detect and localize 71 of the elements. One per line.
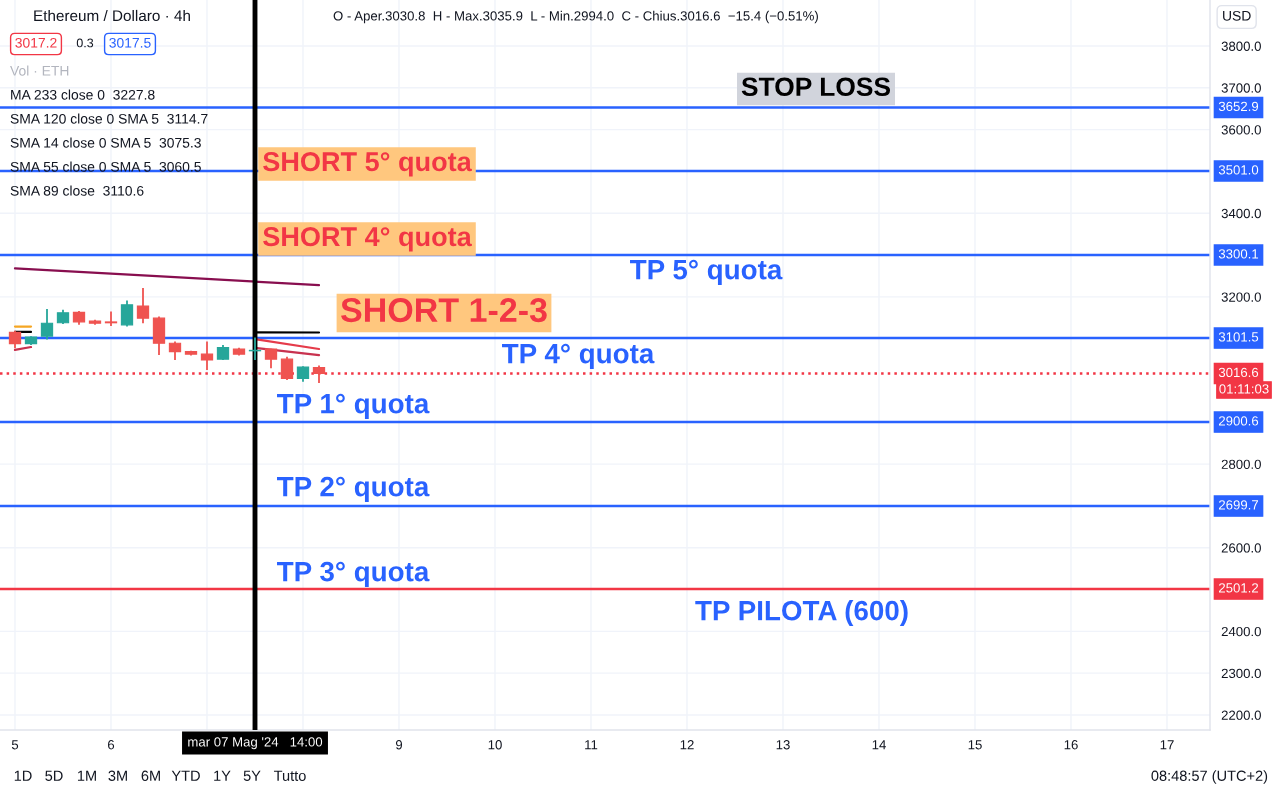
x-tick-label: 13 <box>776 740 790 750</box>
text: O - Aper.3030.8 H - Max.3035.9 L - Min.2994.0 C - Chius.3016.6 −15.4 (−0.51%) <box>333 10 818 24</box>
annotation: 0.3 <box>76 38 94 48</box>
ref-line-label: mar 07 Mag '24 14:00 <box>188 737 323 750</box>
candlestick <box>168 340 182 361</box>
annotation: TP 5° quota <box>630 259 783 285</box>
ref-line-label: 3016.6 <box>1218 367 1259 378</box>
y-tick-label: 3200.0 <box>1221 292 1261 302</box>
ref-line-label: 3101.5 <box>1218 332 1259 342</box>
candlestick <box>264 347 278 370</box>
ref-line-label: 2501.2 <box>1219 583 1259 593</box>
x-tick-label: 10 <box>488 740 502 750</box>
annotation: TP PILOTA (600) <box>695 600 908 626</box>
x-tick-label: 16 <box>1064 740 1078 750</box>
annotation: TP 3° quota <box>277 561 430 587</box>
ref-line-label: 3652.9 <box>1218 101 1259 112</box>
text: 5Y <box>243 770 261 781</box>
x-tick-label: 17 <box>1160 740 1174 750</box>
ref-line-label: 3300.1 <box>1218 249 1259 259</box>
y-tick-label: 3700.0 <box>1221 83 1261 93</box>
y-tick-label: 2600.0 <box>1221 543 1261 553</box>
y-tick-label: 2400.0 <box>1221 626 1261 637</box>
text: 6M <box>141 770 160 781</box>
text: USD <box>1223 10 1251 21</box>
text: 08:48:57 (UTC+2) <box>1151 770 1268 784</box>
candlestick <box>104 310 118 328</box>
candlestick <box>120 299 134 328</box>
ref-line-label: 2900.6 <box>1219 416 1259 426</box>
text: 1Y <box>214 770 231 781</box>
annotation: STOP LOSS <box>741 77 891 97</box>
x-tick-label: 6 <box>108 740 115 750</box>
annotation: TP 2° quota <box>277 476 430 502</box>
text: 1M <box>77 770 96 781</box>
text: 5D <box>45 770 63 781</box>
x-tick-label: 11 <box>585 740 598 750</box>
text: Tutto <box>273 770 306 781</box>
x-tick-label: 9 <box>395 740 403 750</box>
annotation: SMA 14 close 0 SMA 5 3075.3 <box>10 137 201 148</box>
x-tick-label: 15 <box>968 740 982 750</box>
y-tick-label: 2800.0 <box>1221 459 1261 469</box>
annotation: TP 4° quota <box>502 343 655 369</box>
candlestick <box>280 355 294 381</box>
x-tick-label: 12 <box>680 740 694 750</box>
annotation: SMA 55 close 0 SMA 5 3060.5 <box>10 161 201 172</box>
annotation: 3017.2 <box>15 37 57 48</box>
annotation: 3017.5 <box>109 37 151 48</box>
y-tick-label: 3800.0 <box>1221 41 1261 51</box>
candlestick <box>136 287 150 325</box>
text: Ethereum / Dollaro · 4h <box>34 9 190 22</box>
text: 3M <box>108 770 127 781</box>
x-tick-label: 14 <box>872 740 886 750</box>
ref-line-label: 3501.0 <box>1218 165 1259 175</box>
candlestick <box>200 340 214 371</box>
annotation: TP 1° quota <box>277 393 430 419</box>
annotation: SMA 89 close 3110.6 <box>10 185 144 196</box>
annotation: SHORT 5° quota <box>263 152 472 177</box>
annotation: MA 233 close 0 3227.8 <box>11 89 155 100</box>
annotation: SHORT 1-2-3 <box>340 298 547 323</box>
y-tick-label: 3600.0 <box>1221 125 1261 135</box>
y-tick-label: 3400.0 <box>1221 208 1261 219</box>
annotation: Vol · ETH <box>10 65 69 76</box>
text: 01:11:03 <box>1219 384 1269 394</box>
annotation: SMA 120 close 0 SMA 5 3114.7 <box>10 113 208 124</box>
ref-line-label: 2699.7 <box>1219 500 1259 510</box>
annotation: SHORT 4° quota <box>263 227 472 252</box>
candlestick <box>40 308 54 341</box>
y-tick-label: 2300.0 <box>1221 668 1261 679</box>
text: YTD <box>171 770 200 781</box>
y-tick-label: 2200.0 <box>1221 710 1261 720</box>
x-tick-label: 5 <box>11 740 19 750</box>
text: 1D <box>14 770 32 781</box>
